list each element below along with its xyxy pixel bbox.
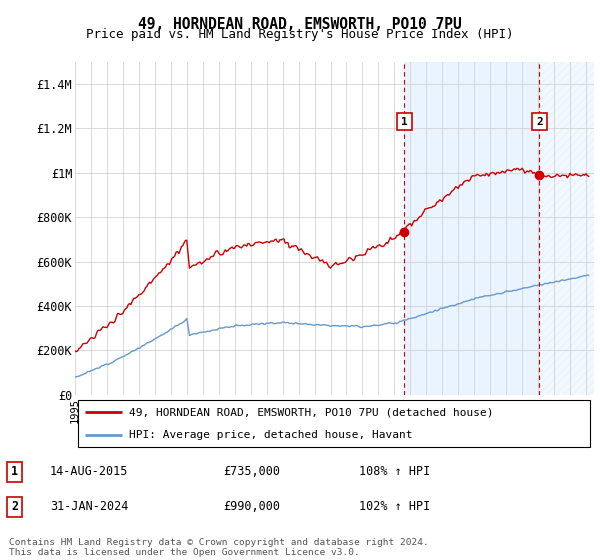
Text: 108% ↑ HPI: 108% ↑ HPI	[359, 465, 430, 478]
Text: £735,000: £735,000	[224, 465, 281, 478]
Text: 49, HORNDEAN ROAD, EMSWORTH, PO10 7PU (detached house): 49, HORNDEAN ROAD, EMSWORTH, PO10 7PU (d…	[130, 407, 494, 417]
Text: 1: 1	[401, 116, 407, 127]
Text: Contains HM Land Registry data © Crown copyright and database right 2024.
This d: Contains HM Land Registry data © Crown c…	[9, 538, 429, 557]
Text: 49, HORNDEAN ROAD, EMSWORTH, PO10 7PU: 49, HORNDEAN ROAD, EMSWORTH, PO10 7PU	[138, 17, 462, 32]
FancyBboxPatch shape	[77, 400, 590, 446]
Text: HPI: Average price, detached house, Havant: HPI: Average price, detached house, Hava…	[130, 430, 413, 440]
Text: £990,000: £990,000	[224, 500, 281, 514]
Text: 31-JAN-2024: 31-JAN-2024	[50, 500, 128, 514]
Text: 2: 2	[11, 500, 19, 514]
Bar	[404, 62, 539, 395]
Text: 1: 1	[11, 465, 19, 478]
Bar	[539, 62, 594, 395]
Text: Price paid vs. HM Land Registry's House Price Index (HPI): Price paid vs. HM Land Registry's House …	[86, 28, 514, 41]
Text: 14-AUG-2015: 14-AUG-2015	[50, 465, 128, 478]
Text: 102% ↑ HPI: 102% ↑ HPI	[359, 500, 430, 514]
Text: 2: 2	[536, 116, 543, 127]
